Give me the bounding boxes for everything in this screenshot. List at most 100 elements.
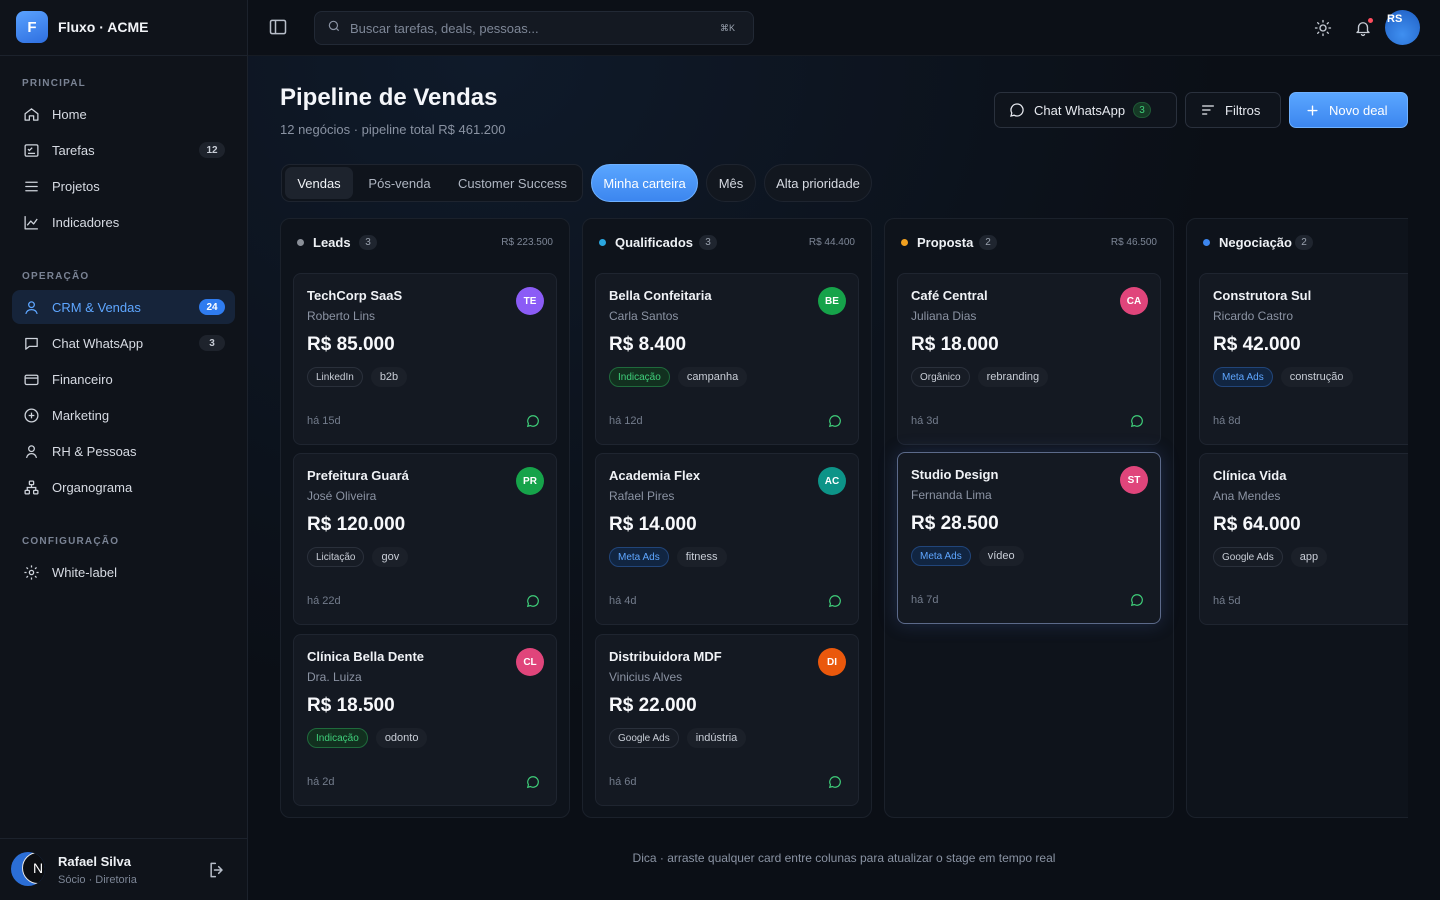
filter-pill-alta-prioridade[interactable]: Alta prioridade (764, 164, 872, 202)
shortcut-hint: ⌘K (719, 22, 735, 33)
whatsapp-icon[interactable] (526, 775, 540, 789)
plus-circle-icon (22, 406, 40, 424)
column-total: R$ 46.500 (1110, 237, 1157, 248)
brand-logo: F (16, 11, 48, 43)
deal-contact: Ricardo Castro (1213, 309, 1294, 323)
logout-icon[interactable] (207, 860, 227, 880)
tag-list: Meta Ads vídeo (911, 546, 1024, 566)
tag-list: Meta Ads fitness (609, 547, 727, 567)
kanban-column-proposta: Proposta 2 R$ 46.500 Café Central Julian… (884, 218, 1174, 818)
column-count: 2 (1295, 235, 1313, 250)
sidebar-item-tarefas[interactable]: Tarefas 12 (12, 133, 235, 167)
tag: rebranding (977, 367, 1049, 387)
sidebar-item-white-label[interactable]: White-label (12, 555, 235, 589)
deal-title: Prefeitura Guará (307, 468, 409, 483)
sidebar-item-chat-whatsapp[interactable]: Chat WhatsApp 3 (12, 326, 235, 360)
tag: Licitação (307, 547, 365, 567)
deal-title: Construtora Sul (1213, 288, 1312, 303)
deal-card[interactable]: Clínica Bella Dente Dra. Luiza R$ 18.500… (293, 634, 557, 806)
deal-title: Clínica Bella Dente (307, 649, 425, 664)
deal-card[interactable]: Studio Design Fernanda Lima R$ 28.500 ST… (897, 452, 1161, 624)
stage-dot (297, 239, 304, 246)
deal-value: R$ 28.500 (911, 513, 999, 534)
deal-card[interactable]: TechCorp SaaS Roberto Lins R$ 85.000 TE … (293, 273, 557, 445)
tag: vídeo (978, 546, 1024, 566)
avatar[interactable]: N (11, 852, 45, 886)
gear-icon (22, 563, 40, 581)
sidebar-item-crm-vendas[interactable]: CRM & Vendas 24 (12, 290, 235, 324)
deal-value: R$ 120.000 (307, 514, 406, 535)
deal-card[interactable]: Prefeitura Guará José Oliveira R$ 120.00… (293, 453, 557, 625)
whatsapp-icon[interactable] (1130, 414, 1144, 428)
plus-icon (1304, 102, 1320, 118)
whatsapp-icon[interactable] (828, 775, 842, 789)
bell-icon[interactable] (1352, 17, 1374, 39)
sidebar-item-projetos[interactable]: Projetos (12, 169, 235, 203)
tag: indústria (686, 728, 747, 748)
column-title: Negociação (1219, 235, 1292, 250)
stage-dot (901, 239, 908, 246)
deal-card[interactable]: Construtora Sul Ricardo Castro R$ 42.000… (1199, 273, 1408, 445)
sidebar-item-marketing[interactable]: Marketing (12, 398, 235, 432)
new-deal-button[interactable]: Novo deal (1289, 92, 1408, 128)
tag: fitness (676, 547, 727, 567)
tag: Meta Ads (1213, 367, 1273, 387)
tab-pos-venda[interactable]: Pós-venda (368, 175, 431, 191)
chat-whatsapp-button[interactable]: Chat WhatsApp 3 (994, 92, 1177, 128)
divider (0, 55, 248, 56)
whatsapp-icon[interactable] (1130, 593, 1144, 607)
whatsapp-icon[interactable] (828, 414, 842, 428)
sidebar-item-rh-pessoas[interactable]: RH & Pessoas (12, 434, 235, 468)
user-name: Rafael Silva (58, 854, 131, 869)
search-input[interactable] (350, 20, 720, 36)
tab-vendas[interactable]: Vendas (285, 167, 353, 199)
avatar-initials: RS (1387, 13, 1403, 25)
sidebar-toggle-icon[interactable] (268, 17, 288, 37)
deal-card[interactable]: Café Central Juliana Dias R$ 18.000 CA O… (897, 273, 1161, 445)
search-bar[interactable]: ⌘K (314, 11, 754, 45)
list-icon (22, 177, 40, 195)
sidebar-item-label: CRM & Vendas (52, 299, 141, 315)
button-label: Novo deal (1329, 102, 1388, 118)
sidebar-item-label: Home (52, 106, 87, 122)
tag: Meta Ads (911, 546, 971, 566)
deal-time: há 15d (307, 415, 341, 427)
filter-pill-mes[interactable]: Mês (706, 164, 756, 202)
button-label: Filtros (1225, 102, 1261, 118)
deal-card[interactable]: Distribuidora MDF Vinicius Alves R$ 22.0… (595, 634, 859, 806)
deal-card[interactable]: Clínica Vida Ana Mendes R$ 64.000 Google… (1199, 453, 1408, 625)
avatar: BE (818, 287, 846, 315)
card-icon (22, 370, 40, 388)
sidebar-item-label: Organograma (52, 479, 133, 495)
deal-time: há 8d (1213, 415, 1241, 427)
whatsapp-icon[interactable] (828, 594, 842, 608)
deal-value: R$ 64.000 (1213, 514, 1301, 535)
sidebar-item-indicadores[interactable]: Indicadores (12, 205, 235, 239)
home-icon (22, 105, 40, 123)
avatar[interactable]: RS (1385, 10, 1420, 45)
filter-pill-minha-carteira[interactable]: Minha carteira (591, 164, 698, 202)
theme-toggle-icon[interactable] (1312, 17, 1334, 39)
sidebar-item-home[interactable]: Home (12, 97, 235, 131)
brand[interactable]: F Fluxo · ACME (16, 11, 148, 43)
tag: app (1290, 547, 1328, 567)
deal-time: há 3d (911, 415, 939, 427)
whatsapp-icon[interactable] (526, 594, 540, 608)
avatar: DI (818, 648, 846, 676)
filters-button[interactable]: Filtros (1185, 92, 1281, 128)
sidebar-item-financeiro[interactable]: Financeiro (12, 362, 235, 396)
deal-title: Clínica Vida (1213, 468, 1287, 483)
section-label-configuracao: CONFIGURAÇÃO (22, 536, 120, 547)
avatar: TE (516, 287, 544, 315)
deal-contact: José Oliveira (307, 489, 377, 503)
sidebar-item-organograma[interactable]: Organograma (12, 470, 235, 504)
kanban-board: Leads 3 R$ 223.500 TechCorp SaaS Roberto… (280, 218, 1408, 818)
tab-customer-success[interactable]: Customer Success (457, 175, 568, 191)
whatsapp-icon[interactable] (526, 414, 540, 428)
deal-time: há 5d (1213, 595, 1241, 607)
deal-card[interactable]: Academia Flex Rafael Pires R$ 14.000 AC … (595, 453, 859, 625)
tag: Orgânico (911, 367, 970, 387)
sidebar: F Fluxo · ACME PRINCIPAL Home Tarefas 12… (0, 0, 248, 900)
deal-card[interactable]: Bella Confeitaria Carla Santos R$ 8.400 … (595, 273, 859, 445)
tag: b2b (370, 367, 408, 387)
